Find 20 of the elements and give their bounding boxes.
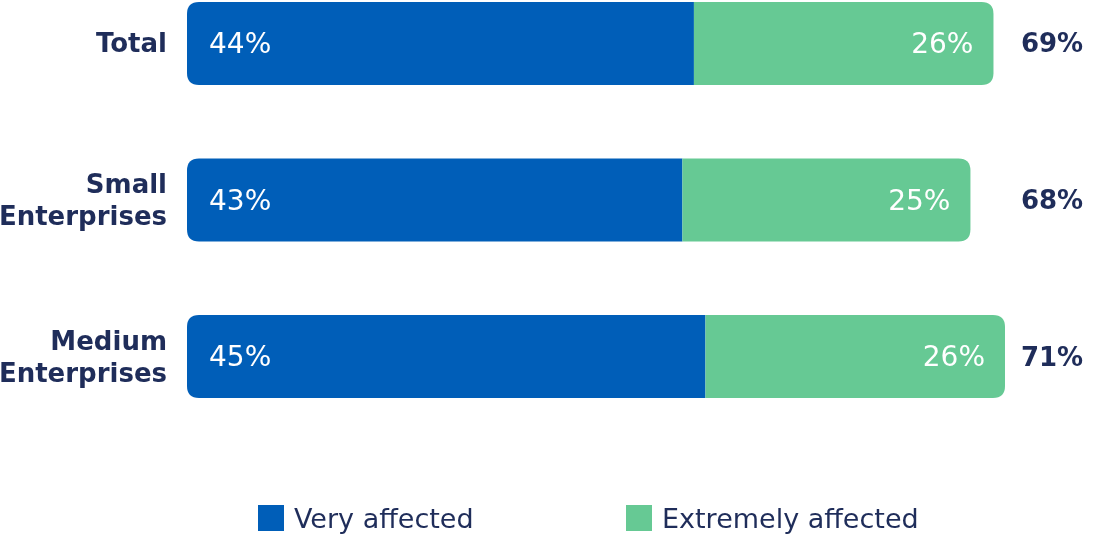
- y-tick-label: Medium Enterprises: [0, 325, 167, 388]
- legend-label: Very affected: [294, 502, 474, 534]
- y-tick-label: Total: [95, 28, 167, 59]
- bar: [693, 2, 994, 85]
- data-label: 43%: [209, 183, 272, 217]
- bar: [187, 158, 683, 242]
- data-label: 45%: [209, 340, 272, 374]
- legend-label: Extremely affected: [662, 502, 919, 534]
- data-label: 26%: [922, 340, 985, 374]
- bar: [682, 158, 971, 242]
- data-label: 44%: [209, 26, 272, 60]
- data-label: 25%: [888, 183, 951, 217]
- total-label: 68%: [1020, 185, 1084, 215]
- data-label: 26%: [911, 26, 974, 60]
- y-tick-label: Small Enterprises: [0, 169, 167, 231]
- total-label: 71%: [1020, 341, 1084, 372]
- bar: [187, 2, 694, 85]
- total-label: 69%: [1020, 28, 1084, 59]
- bar: [705, 315, 1005, 398]
- bar: [187, 315, 706, 398]
